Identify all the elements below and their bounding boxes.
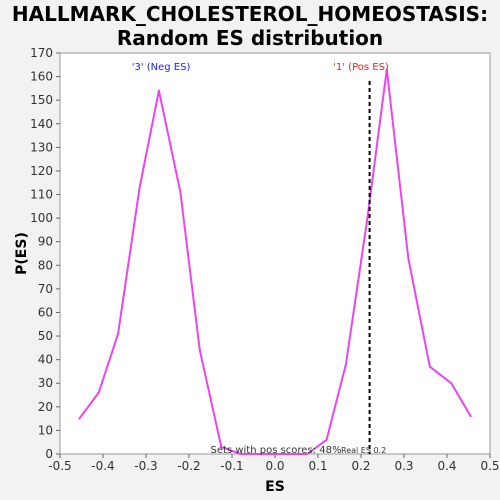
y-tick-label: 100 <box>30 211 53 225</box>
data-point <box>450 382 453 385</box>
series-line <box>78 68 472 455</box>
x-tick-label: -0.2 <box>177 459 200 473</box>
data-point <box>385 68 388 71</box>
x-axis-label: ES <box>265 479 285 495</box>
y-tick-label: 150 <box>30 93 53 107</box>
chart-title-line-1: HALLMARK_CHOLESTEROL_HOMEOSTASIS: <box>11 2 489 26</box>
x-tick-label: -0.1 <box>220 459 243 473</box>
y-tick-label: 70 <box>38 282 53 296</box>
real-es-label: Real ES 0.2 <box>341 446 386 455</box>
y-axis: 0 10 20 30 40 50 60 70 80 90 100 110 120 130 140 150 160… <box>30 46 60 461</box>
y-tick-label: 120 <box>30 164 53 178</box>
data-point <box>258 453 261 455</box>
y-tick-label: 90 <box>38 235 53 249</box>
data-point <box>306 453 309 455</box>
x-tick-label: 0.5 <box>480 459 499 473</box>
neg-es-label: '3' (Neg ES) <box>132 62 191 73</box>
data-point <box>179 191 182 194</box>
data-point <box>117 332 120 335</box>
data-point <box>97 391 100 394</box>
y-tick-label: 140 <box>30 117 53 131</box>
x-tick-label: -0.4 <box>91 459 114 473</box>
y-tick-label: 10 <box>38 423 53 437</box>
y-tick-label: 0 <box>45 447 53 461</box>
data-point <box>198 349 201 352</box>
y-tick-label: 160 <box>30 70 53 84</box>
x-tick-label: 0.3 <box>394 459 413 473</box>
data-point <box>428 365 431 368</box>
x-axis: -0.5 -0.4 -0.3 -0.2 -0.1 0.0 0.1 0.2 0.3 0.4 0.5 <box>48 454 500 473</box>
y-tick-label: 110 <box>30 188 53 202</box>
data-point <box>138 186 141 189</box>
y-tick-label: 50 <box>38 329 53 343</box>
y-tick-label: 20 <box>38 400 53 414</box>
data-point <box>278 453 281 455</box>
x-tick-label: 0.0 <box>265 459 284 473</box>
y-tick-label: 60 <box>38 305 53 319</box>
y-tick-label: 80 <box>38 258 53 272</box>
pos-scores-label: Sets with pos scores: 48% <box>211 445 342 456</box>
data-point <box>407 257 410 260</box>
y-tick-label: 170 <box>30 46 53 60</box>
pos-es-label: '1' (Pos ES) <box>333 62 389 73</box>
data-point <box>469 415 472 418</box>
plot-area <box>59 52 491 455</box>
y-axis-label: P(ES) <box>14 232 30 275</box>
x-tick-label: 0.2 <box>351 459 370 473</box>
series-marks <box>78 68 472 455</box>
data-point <box>239 453 242 455</box>
x-tick-label: 0.1 <box>308 459 327 473</box>
data-point <box>78 417 81 420</box>
chart-title-line-2: Random ES distribution <box>116 26 384 50</box>
data-point <box>220 445 223 448</box>
y-tick-label: 40 <box>38 353 53 367</box>
data-point <box>344 363 347 366</box>
x-tick-label: -0.5 <box>48 459 71 473</box>
y-tick-label: 30 <box>38 376 53 390</box>
x-tick-label: 0.4 <box>437 459 456 473</box>
x-tick-label: -0.3 <box>134 459 157 473</box>
y-tick-label: 130 <box>30 140 53 154</box>
data-point <box>157 89 160 92</box>
data-point <box>366 217 369 220</box>
chart-title: HALLMARK_CHOLESTEROL_HOMEOSTASIS: Random… <box>0 2 500 50</box>
data-point <box>325 438 328 441</box>
